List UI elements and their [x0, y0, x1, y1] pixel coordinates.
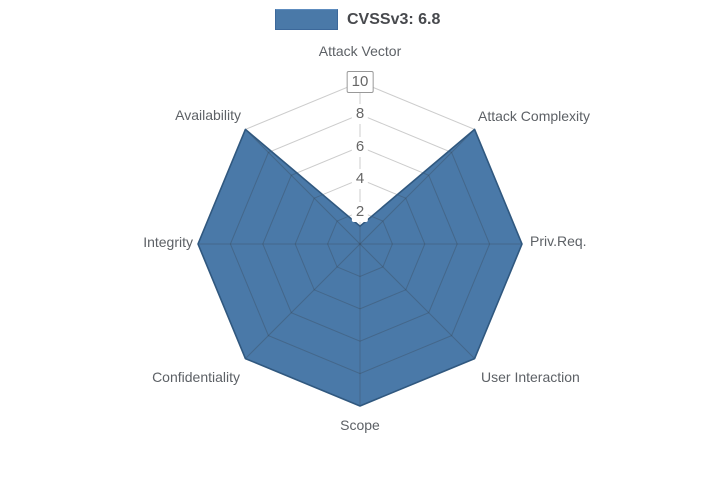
radar-axis-spoke — [245, 129, 361, 245]
radial-tick-label: 10 — [346, 71, 374, 93]
radial-tick-label: 4 — [351, 169, 369, 190]
radar-axis-spoke — [359, 243, 475, 359]
radar-grid-ring — [327, 211, 393, 277]
radar-grid-ring — [229, 113, 491, 375]
axis-label-user-interaction: User Interaction — [481, 369, 580, 385]
radar-axis-spoke — [245, 243, 361, 359]
radial-tick-label: 6 — [351, 136, 369, 157]
radar-series-outline — [197, 128, 523, 407]
axis-label-confidentiality: Confidentiality — [152, 369, 240, 385]
axis-label-attack-complexity: Attack Complexity — [478, 108, 591, 124]
radar-grid-ring — [294, 178, 426, 310]
axis-label-availability: Availability — [175, 107, 241, 123]
legend-item[interactable]: CVSSv3: 6.8 — [275, 9, 440, 30]
axis-label-priv-req: Priv.Req. — [530, 233, 587, 249]
legend-label: CVSSv3: 6.8 — [347, 10, 441, 28]
radar-grid-ring — [262, 146, 458, 342]
axis-label-attack-vector: Attack Vector — [318, 43, 402, 59]
radial-tick-label: 8 — [351, 104, 369, 125]
radial-tick-label: 2 — [351, 201, 369, 222]
axis-label-scope: Scope — [340, 417, 380, 433]
legend-swatch-icon — [275, 9, 338, 30]
radar-series-fill — [198, 129, 522, 406]
radar-axis-spoke — [359, 129, 475, 245]
axis-label-integrity: Integrity — [143, 234, 193, 250]
